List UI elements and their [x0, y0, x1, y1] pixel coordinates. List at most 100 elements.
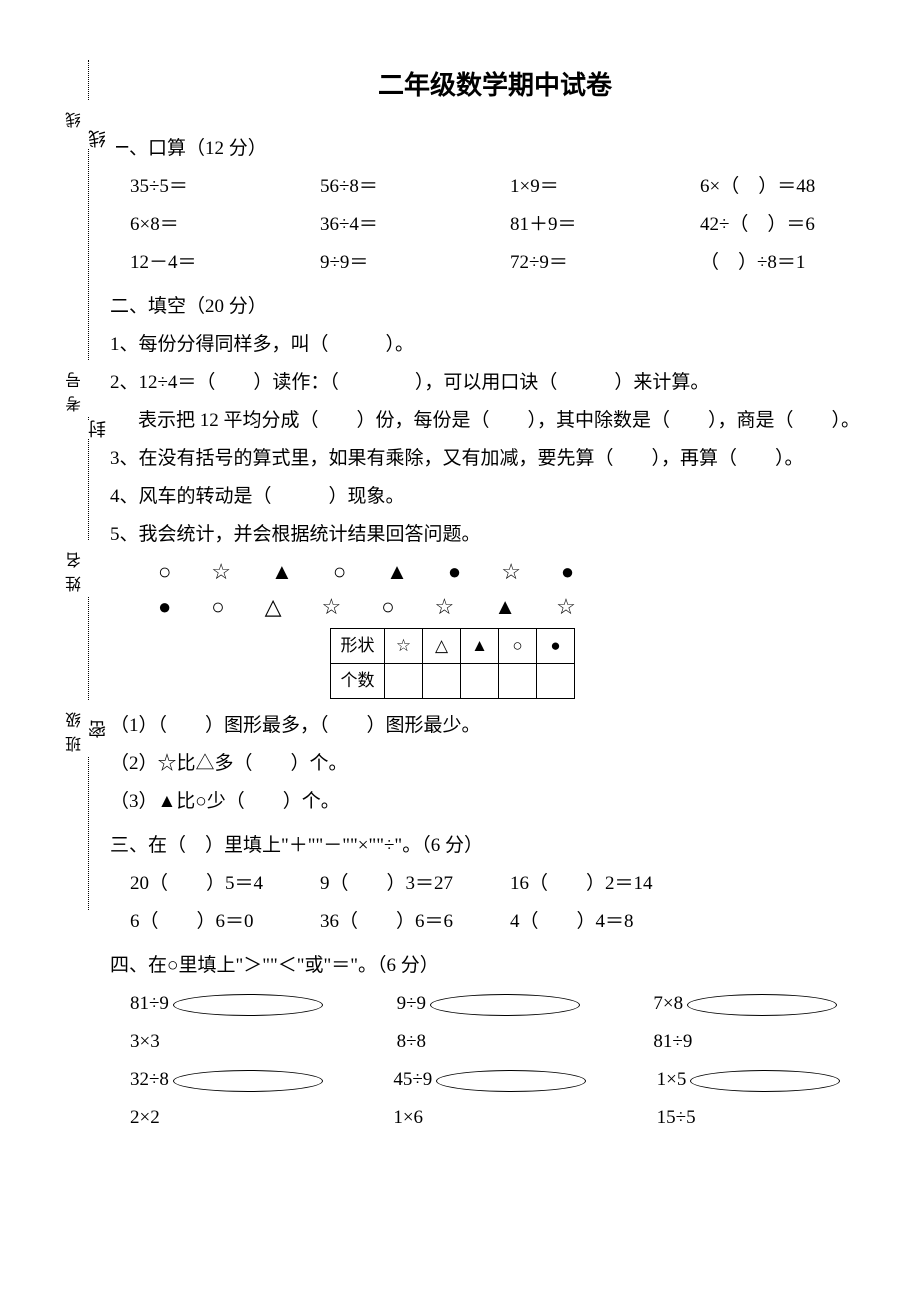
shape-icon: ☆ — [556, 589, 576, 624]
circle-blank-icon — [436, 1070, 586, 1092]
section-1-heading: 一、口算（12 分） — [110, 130, 880, 168]
shape-icon: ● — [158, 589, 171, 624]
cmp-right: 1×6 — [393, 1107, 423, 1128]
q2-5-1: （1）（ ）图形最多，（ ）图形最少。 — [110, 707, 880, 745]
cmp-item: 32÷8 2×2 — [130, 1061, 353, 1137]
cmp-right: 8÷8 — [397, 1031, 426, 1052]
calc-row-3: 12－4＝ 9÷9＝ 72÷9＝ （ ）÷8＝1 — [110, 244, 880, 282]
circle-blank-icon — [173, 994, 323, 1016]
shape-icon: ▲ — [386, 554, 408, 589]
table-count-cell — [385, 664, 423, 699]
q2-2a: 2、12÷4＝（ ）读作：（ ），可以用口诀（ ）来计算。 — [110, 364, 880, 402]
section-4-heading: 四、在○里填上"＞""＜"或"＝"。（6 分） — [110, 947, 880, 985]
calc-row-2: 6×8＝ 36÷4＝ 81＋9＝ 42÷（ ）＝6 — [110, 206, 880, 244]
table-head-shape: ● — [537, 629, 575, 664]
table-head-shape: △ — [423, 629, 461, 664]
calc-item: （ ）÷8＝1 — [700, 244, 850, 282]
cmp-right: 15÷5 — [657, 1107, 696, 1128]
binding-margin: 线 考号 姓名 班级 线 封 密 — [60, 60, 100, 910]
shapes-row-2: ● ○ △ ☆ ○ ☆ ▲ ☆ — [110, 589, 880, 624]
circle-blank-icon — [687, 994, 837, 1016]
seal-mi: 密 — [80, 720, 116, 738]
section-2: 二、填空（20 分） 1、每份分得同样多，叫（ ）。 2、12÷4＝（ ）读作：… — [110, 288, 880, 821]
calc-item: 56÷8＝ — [320, 168, 470, 206]
table-count-cell — [461, 664, 499, 699]
section-3: 三、在（ ）里填上"＋""－""×""÷"。（6 分） 20（ ）5＝4 9（ … — [110, 827, 880, 941]
calc-item: 72÷9＝ — [510, 244, 660, 282]
shape-icon: ● — [561, 554, 574, 589]
q2-2b: 表示把 12 平均分成（ ）份，每份是（ ），其中除数是（ ），商是（ ）。 — [110, 402, 880, 440]
section-4: 四、在○里填上"＞""＜"或"＝"。（6 分） 81÷9 3×3 9÷9 8÷8 7… — [110, 947, 880, 1137]
shapes-row-1: ○ ☆ ▲ ○ ▲ ● ☆ ● — [110, 554, 880, 589]
cmp-left: 1×5 — [657, 1069, 687, 1090]
table-head-shape: ☆ — [385, 629, 423, 664]
shape-icon: ☆ — [322, 589, 342, 624]
shape-icon: ☆ — [501, 554, 521, 589]
calc-item: 81＋9＝ — [510, 206, 660, 244]
cmp-right: 81÷9 — [653, 1031, 692, 1052]
calc-row-1: 35÷5＝ 56÷8＝ 1×9＝ 6×（ ）＝48 — [110, 168, 880, 206]
cmp-left: 7×8 — [653, 993, 683, 1014]
seal-xian: 线 — [80, 130, 116, 148]
cmp-right: 2×2 — [130, 1107, 160, 1128]
cmp-right: 3×3 — [130, 1031, 160, 1052]
q2-5-3: （3）▲比○少（ ）个。 — [110, 783, 880, 821]
section-1: 一、口算（12 分） 35÷5＝ 56÷8＝ 1×9＝ 6×（ ）＝48 6×8… — [110, 130, 880, 282]
calc-item: 9÷9＝ — [320, 244, 470, 282]
shape-icon: ● — [448, 554, 461, 589]
shape-icon: ▲ — [494, 589, 516, 624]
q2-1: 1、每份分得同样多，叫（ ）。 — [110, 326, 880, 364]
cmp-item: 81÷9 3×3 — [130, 985, 357, 1061]
calc-item: 6×8＝ — [130, 206, 280, 244]
circle-blank-icon — [430, 994, 580, 1016]
table-head-shape: ▲ — [461, 629, 499, 664]
table-head-shape: ○ — [499, 629, 537, 664]
count-table: 形状 ☆ △ ▲ ○ ● 个数 — [330, 628, 575, 699]
q2-5: 5、我会统计，并会根据统计结果回答问题。 — [110, 516, 880, 554]
table-count-cell — [423, 664, 461, 699]
op-row-2: 6（ ）6＝0 36（ ）6＝6 4（ ）4＝8 — [110, 903, 880, 941]
shape-icon: ○ — [211, 589, 224, 624]
table-count-cell — [499, 664, 537, 699]
section-3-heading: 三、在（ ）里填上"＋""－""×""÷"。（6 分） — [110, 827, 880, 865]
shape-icon: ○ — [333, 554, 346, 589]
cmp-row-2: 32÷8 2×2 45÷9 1×6 1×5 15÷5 — [110, 1061, 880, 1137]
section-2-heading: 二、填空（20 分） — [110, 288, 880, 326]
op-item: 6（ ）6＝0 — [130, 903, 280, 941]
circle-blank-icon — [690, 1070, 840, 1092]
cmp-left: 32÷8 — [130, 1069, 169, 1090]
q2-3: 3、在没有括号的算式里，如果有乘除，又有加减，要先算（ ），再算（ ）。 — [110, 440, 880, 478]
binding-name-label: 姓名 — [60, 540, 92, 596]
calc-item: 1×9＝ — [510, 168, 660, 206]
circle-blank-icon — [173, 1070, 323, 1092]
shape-icon: △ — [265, 589, 282, 624]
calc-item: 35÷5＝ — [130, 168, 280, 206]
shape-icon: ○ — [158, 554, 171, 589]
op-row-1: 20（ ）5＝4 9（ ）3＝27 16（ ）2＝14 — [110, 865, 880, 903]
shape-icon: ○ — [381, 589, 394, 624]
op-item: 20（ ）5＝4 — [130, 865, 280, 903]
table-head-label: 形状 — [331, 629, 385, 664]
shape-icon: ▲ — [271, 554, 293, 589]
op-item: 16（ ）2＝14 — [510, 865, 660, 903]
binding-id-label: 考号 — [60, 360, 92, 416]
cmp-row-1: 81÷9 3×3 9÷9 8÷8 7×8 81÷9 — [110, 985, 880, 1061]
table-count-cell — [537, 664, 575, 699]
cmp-left: 45÷9 — [393, 1069, 432, 1090]
page-title: 二年级数学期中试卷 — [110, 60, 880, 112]
calc-item: 42÷（ ）＝6 — [700, 206, 850, 244]
calc-item: 12－4＝ — [130, 244, 280, 282]
op-item: 4（ ）4＝8 — [510, 903, 660, 941]
cmp-item: 9÷9 8÷8 — [397, 985, 614, 1061]
calc-item: 6×（ ）＝48 — [700, 168, 850, 206]
cmp-item: 45÷9 1×6 — [393, 1061, 616, 1137]
shape-icon: ☆ — [211, 554, 231, 589]
q2-4: 4、风车的转动是（ ）现象。 — [110, 478, 880, 516]
cmp-item: 7×8 81÷9 — [653, 985, 880, 1061]
cmp-left: 81÷9 — [130, 993, 169, 1014]
op-item: 36（ ）6＝6 — [320, 903, 470, 941]
cmp-left: 9÷9 — [397, 993, 426, 1014]
seal-feng: 封 — [80, 420, 116, 438]
dotted-line — [88, 60, 89, 910]
shape-icon: ☆ — [435, 589, 455, 624]
